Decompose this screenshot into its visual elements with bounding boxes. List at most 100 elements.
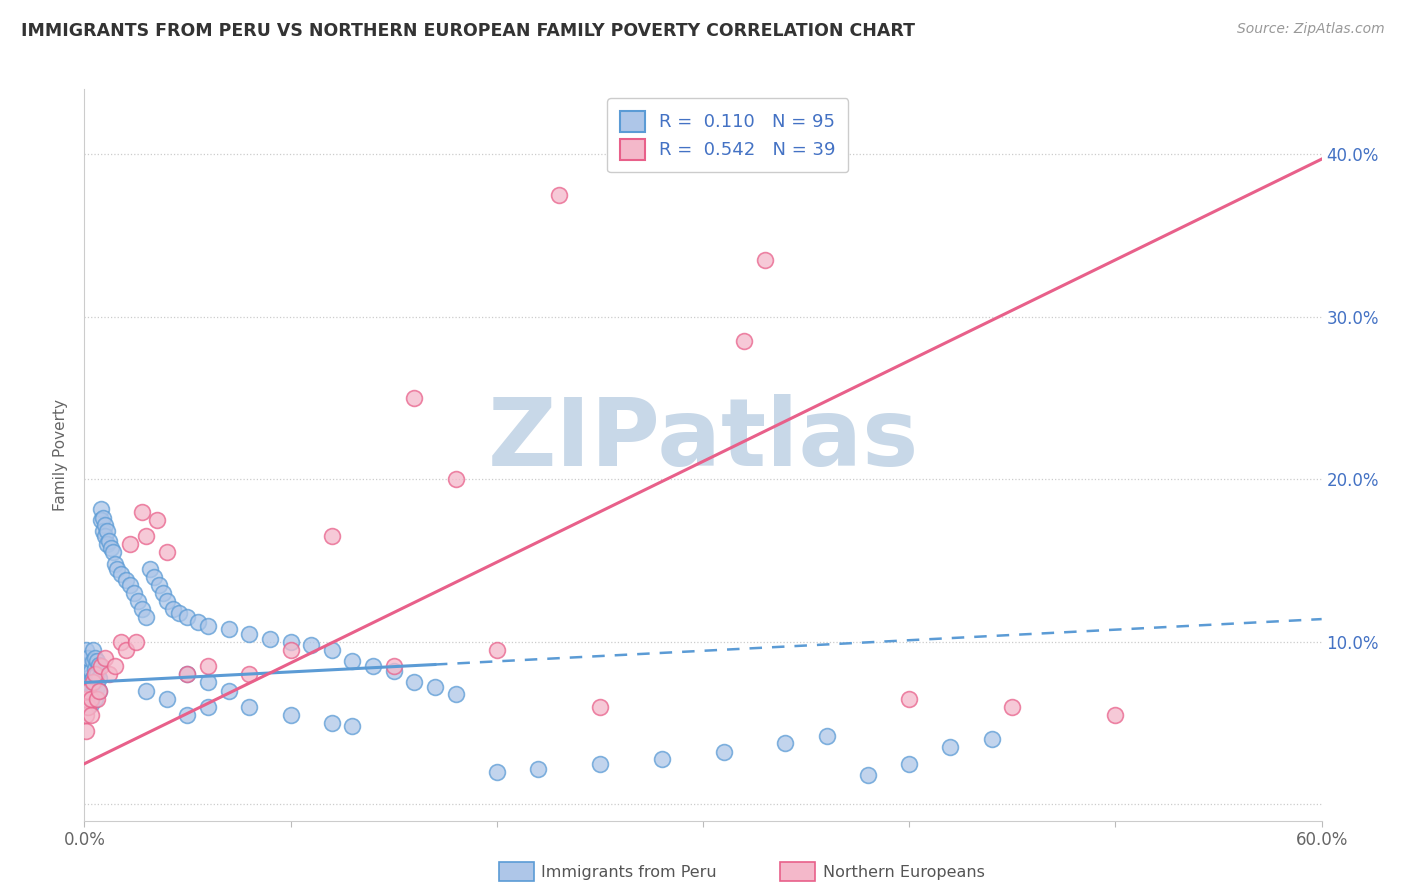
Point: [87, 657, 110, 672]
Point: [321, 529, 343, 543]
Point: [321, 716, 343, 731]
Point: [75, 691, 97, 706]
Point: [754, 252, 776, 267]
Point: [75, 667, 97, 681]
Point: [197, 618, 219, 632]
Point: [775, 736, 797, 750]
Point: [77, 671, 100, 685]
Point: [90, 659, 112, 673]
Point: [187, 615, 209, 630]
Point: [980, 732, 1002, 747]
Point: [98, 667, 121, 681]
Point: [79, 664, 101, 678]
Point: [589, 699, 612, 714]
Point: [77, 681, 100, 695]
Point: [105, 562, 128, 576]
Point: [156, 594, 179, 608]
Point: [218, 622, 240, 636]
Point: [75, 691, 97, 706]
Point: [156, 691, 179, 706]
Point: [135, 529, 157, 543]
Point: [485, 643, 508, 657]
Point: [94, 529, 117, 543]
Point: [91, 524, 114, 539]
Point: [86, 654, 108, 668]
Point: [82, 675, 104, 690]
Point: [75, 643, 97, 657]
Point: [77, 651, 100, 665]
Point: [83, 651, 105, 665]
Point: [197, 699, 219, 714]
Point: [238, 667, 260, 681]
Point: [90, 501, 112, 516]
Point: [156, 545, 179, 559]
Point: [342, 719, 364, 733]
Point: [197, 659, 219, 673]
Point: [485, 764, 508, 779]
Point: [79, 687, 101, 701]
Point: [77, 659, 100, 673]
Point: [342, 654, 364, 668]
Point: [86, 681, 108, 695]
Point: [939, 740, 962, 755]
Legend: R =  0.110   N = 95, R =  0.542   N = 39: R = 0.110 N = 95, R = 0.542 N = 39: [607, 98, 848, 172]
Point: [110, 635, 132, 649]
Point: [79, 697, 101, 711]
Point: [238, 699, 260, 714]
Point: [82, 643, 104, 657]
Point: [135, 683, 157, 698]
Point: [127, 594, 149, 608]
Point: [1104, 708, 1126, 723]
Point: [131, 505, 153, 519]
Point: [361, 659, 384, 673]
Point: [100, 541, 122, 555]
Point: [815, 729, 838, 743]
Point: [118, 578, 141, 592]
Point: [75, 675, 97, 690]
Point: [87, 671, 110, 685]
Point: [404, 675, 426, 690]
Point: [75, 659, 97, 673]
Point: [444, 472, 467, 486]
Point: [90, 513, 112, 527]
Point: [176, 667, 198, 681]
Point: [197, 675, 219, 690]
Point: [299, 638, 322, 652]
Point: [96, 524, 118, 539]
Point: [651, 752, 673, 766]
Point: [176, 610, 198, 624]
Point: [75, 708, 97, 723]
Point: [143, 570, 166, 584]
Point: [86, 667, 108, 681]
Y-axis label: Family Poverty: Family Poverty: [53, 399, 69, 511]
Text: ZIPatlas: ZIPatlas: [488, 394, 918, 486]
Point: [125, 635, 148, 649]
Point: [82, 687, 104, 701]
Point: [77, 699, 100, 714]
Point: [139, 562, 162, 576]
Point: [75, 699, 97, 714]
Point: [82, 654, 104, 668]
Point: [1001, 699, 1024, 714]
Point: [527, 762, 550, 776]
Point: [547, 187, 569, 202]
Point: [79, 708, 101, 723]
Point: [79, 673, 101, 688]
Point: [103, 545, 125, 559]
Point: [110, 566, 132, 581]
Point: [162, 602, 184, 616]
Point: [83, 675, 105, 690]
Point: [87, 683, 110, 698]
Point: [218, 683, 240, 698]
Point: [96, 537, 118, 551]
Point: [79, 691, 101, 706]
Point: [167, 606, 190, 620]
Point: [86, 691, 108, 706]
Point: [382, 664, 405, 678]
Point: [94, 651, 117, 665]
Point: [83, 663, 105, 677]
Point: [733, 334, 755, 348]
Point: [321, 643, 343, 657]
Point: [135, 610, 157, 624]
Point: [114, 573, 136, 587]
